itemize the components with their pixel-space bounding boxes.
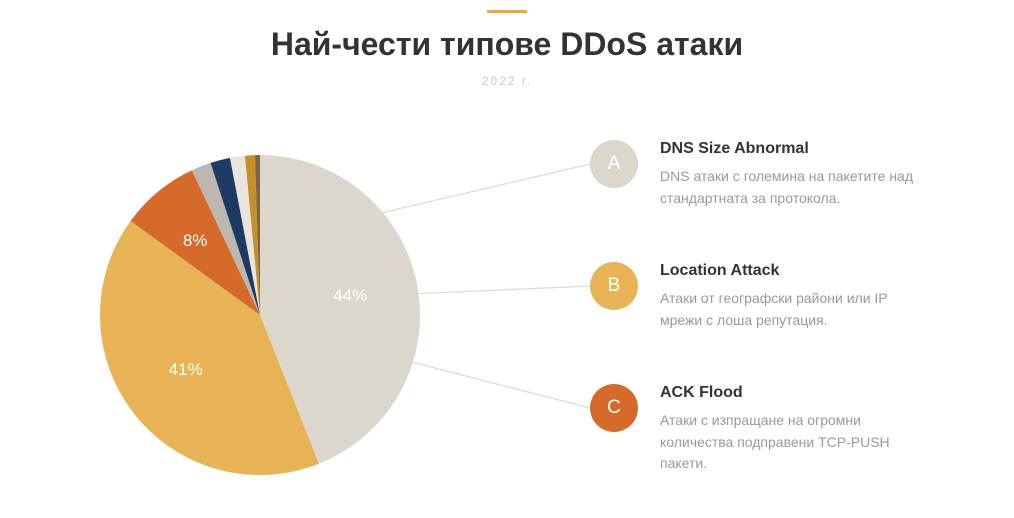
legend-desc-A: DNS атаки с големина на пакетите над ста… <box>660 166 920 209</box>
pie-percent-C: 8% <box>183 231 208 251</box>
legend-item-A: A DNS Size Abnormal DNS атаки с големина н… <box>590 140 920 209</box>
pie-percent-B: 41% <box>169 360 203 380</box>
legend-desc-C: Атаки с изпращане на огромни количества … <box>660 410 920 475</box>
legend-badge-A: A <box>590 140 638 188</box>
legend-title-C: ACK Flood <box>660 384 920 402</box>
legend-desc-B: Атаки от географски райони или IP мрежи … <box>660 288 920 331</box>
pie-percent-A: 44% <box>333 286 367 306</box>
legend-title-A: DNS Size Abnormal <box>660 140 920 158</box>
legend-badge-C: C <box>590 384 638 432</box>
legend-item-C: C ACK Flood Атаки с изпращане на огромни к… <box>590 384 920 475</box>
legend-badge-B: B <box>590 262 638 310</box>
legend-title-B: Location Attack <box>660 262 920 280</box>
legend-item-B: B Location Attack Атаки от географски райо… <box>590 262 920 331</box>
